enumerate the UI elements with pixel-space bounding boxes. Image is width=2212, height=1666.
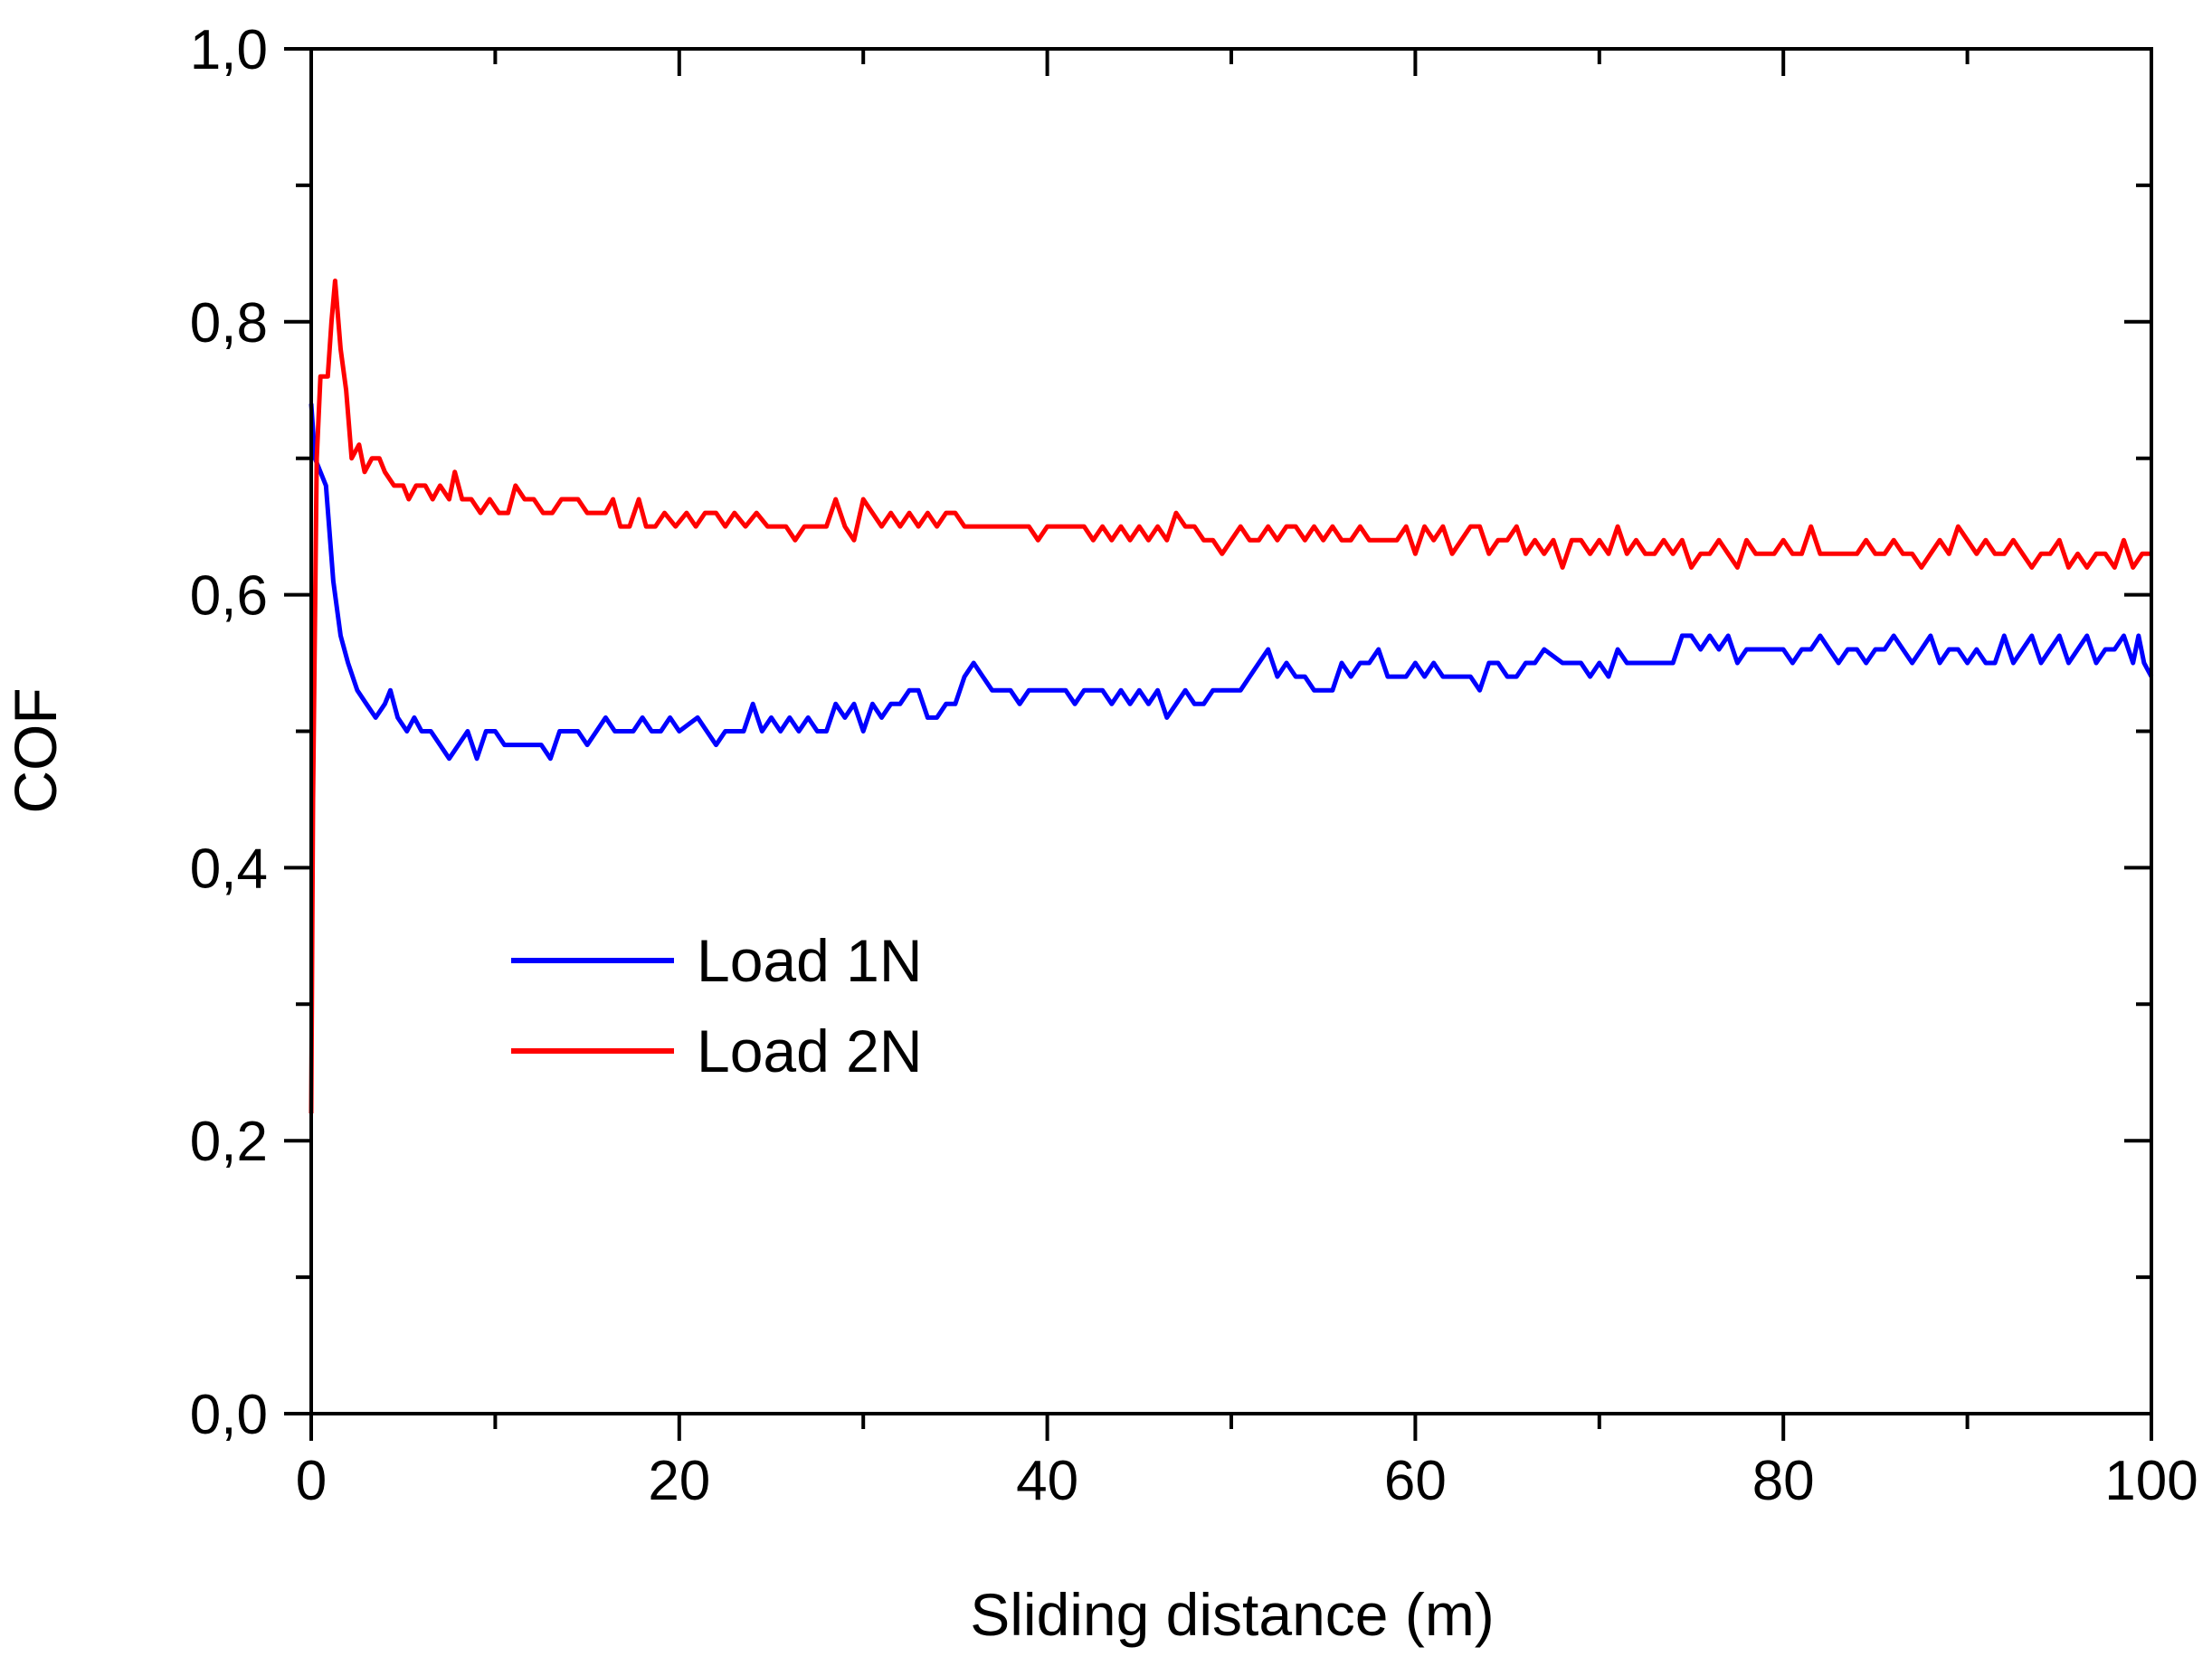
series-line-2 (309, 279, 2151, 1114)
legend-label-1: Load 1N (697, 927, 923, 994)
y-axis-title: COF (2, 687, 69, 813)
y-tick-label: 0,0 (190, 1384, 268, 1446)
series-lines (309, 279, 2154, 1114)
x-tick-label: 0 (296, 1450, 327, 1512)
x-tick-label: 60 (1384, 1450, 1447, 1512)
x-tick-label: 20 (648, 1450, 710, 1512)
y-tick-label: 0,2 (190, 1111, 268, 1173)
y-tick-label: 1,0 (190, 19, 268, 81)
series-line-1 (309, 403, 2154, 762)
legend: Load 1N Load 2N (511, 927, 923, 1084)
y-axis-ticks: 0,0 0,2 0,4 0,6 0,8 1,0 (190, 19, 2151, 1446)
x-axis-title: Sliding distance (m) (970, 1581, 1495, 1648)
y-tick-label: 0,8 (190, 292, 268, 355)
axis-frame (309, 47, 2153, 1415)
y-tick-label: 0,4 (190, 838, 268, 900)
x-tick-label: 40 (1016, 1450, 1078, 1512)
x-tick-label: 100 (2104, 1450, 2198, 1512)
y-tick-label: 0,6 (190, 565, 268, 628)
legend-label-2: Load 2N (697, 1018, 923, 1084)
x-tick-label: 80 (1752, 1450, 1815, 1512)
x-axis-ticks: 0 20 40 60 80 100 (296, 49, 2198, 1512)
plot-frame (309, 47, 2153, 1415)
